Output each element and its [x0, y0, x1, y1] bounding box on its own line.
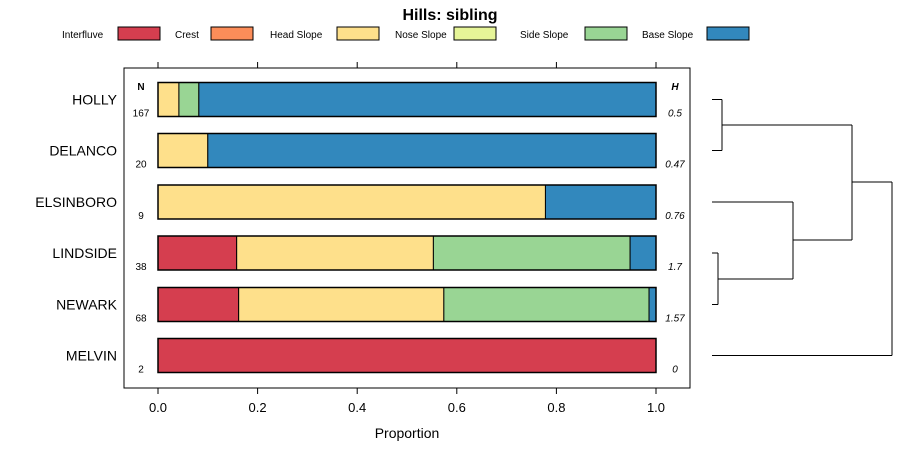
category-label: NEWARK [56, 297, 118, 313]
bar-segment [157, 287, 240, 322]
count-label: 20 [135, 160, 147, 171]
count-label: 38 [135, 262, 147, 273]
entropy-label: 0 [672, 365, 678, 376]
bar-segment [432, 235, 631, 271]
legend-label: Head Slope [270, 30, 323, 41]
legend-swatch [336, 26, 380, 41]
entropy-header: H [671, 82, 679, 93]
legend-label: Base Slope [642, 30, 694, 41]
x-tick-label: 0.8 [547, 400, 565, 415]
bar-segment [238, 287, 445, 322]
x-tick-label: 0.0 [149, 400, 167, 415]
x-tick-label: 0.4 [348, 400, 366, 415]
x-tick-label: 0.6 [448, 400, 466, 415]
count-label: 2 [138, 365, 144, 376]
dendrogram [712, 99, 893, 356]
legend-swatch [117, 26, 161, 41]
bar-outline [157, 184, 657, 220]
count-header: N [137, 82, 144, 93]
bar-segment [157, 235, 238, 271]
legend: Interfluve Crest Head Slope Nose Slope Side … [62, 26, 750, 41]
bar-outline [157, 286, 657, 323]
bar-segment [207, 133, 657, 168]
legend-swatch [210, 26, 254, 41]
x-axis-label: Proportion [375, 425, 440, 441]
entropy-label: 1.7 [668, 262, 682, 273]
legend-label: Crest [175, 30, 199, 41]
plot-frame [123, 67, 691, 389]
bar-segment [443, 287, 650, 322]
bar-segment [157, 133, 209, 168]
legend-swatch [453, 26, 497, 41]
bar-segment [157, 82, 180, 117]
category-label: HOLLY [72, 92, 118, 108]
bar-segment [157, 338, 657, 373]
category-label: ELSINBORO [35, 194, 117, 210]
bar-segment [236, 235, 434, 271]
entropy-label: 1.57 [665, 314, 685, 325]
bar-segment [544, 184, 657, 220]
bar-segment [157, 184, 546, 220]
category-label: MELVIN [66, 348, 117, 364]
count-label: 68 [135, 314, 147, 325]
bars [157, 81, 657, 374]
count-label: 9 [138, 211, 144, 222]
plot-area: 0.0 0.2 0.4 0.6 0.8 1.0 N H [123, 62, 691, 415]
category-label: LINDSIDE [52, 245, 117, 261]
legend-label: Nose Slope [395, 30, 447, 41]
count-label: 167 [133, 109, 150, 120]
chart-title: Hills: sibling [402, 7, 497, 24]
bar-outline [157, 132, 657, 169]
entropy-label: 0.76 [665, 211, 685, 222]
legend-swatch [584, 26, 628, 41]
bar-outline [157, 235, 657, 271]
x-tick-label: 1.0 [647, 400, 665, 415]
entropy-label: 0.5 [668, 109, 682, 120]
legend-label: Interfluve [62, 30, 104, 41]
entropy-label: 0.47 [665, 160, 685, 171]
legend-swatch [706, 26, 750, 41]
category-label: DELANCO [49, 143, 117, 159]
bar-segment [629, 235, 657, 271]
bar-segment [178, 82, 200, 117]
x-tick-label: 0.2 [249, 400, 267, 415]
bar-segment [648, 287, 657, 322]
legend-label: Side Slope [520, 30, 569, 41]
bar-segment [198, 82, 657, 117]
bar-outline [157, 337, 657, 374]
bar-outline [157, 81, 657, 118]
